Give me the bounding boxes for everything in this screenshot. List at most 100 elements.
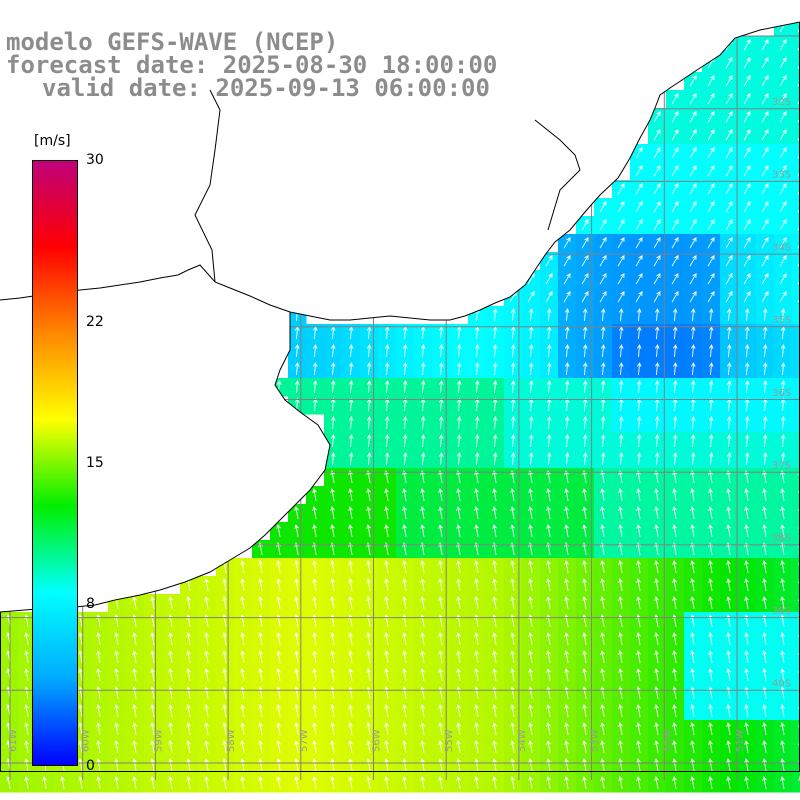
wind-arrow-head xyxy=(24,758,29,764)
wind-arrow-head xyxy=(438,776,443,782)
wind-arrow-head xyxy=(420,470,425,476)
wind-arrow xyxy=(781,651,785,663)
wind-arrow-head xyxy=(528,524,533,530)
colorbar-tick-15: 15 xyxy=(86,455,104,471)
wind-arrow-head xyxy=(674,182,679,188)
wind-arrow xyxy=(655,561,659,573)
wind-arrow-head xyxy=(690,596,695,602)
wind-arrow-head xyxy=(728,146,733,152)
wind-arrow-head xyxy=(186,704,191,710)
wind-arrow xyxy=(457,471,461,483)
wind-arrow-head xyxy=(96,650,101,656)
wind-arrow xyxy=(743,183,751,195)
wind-arrow xyxy=(331,705,335,717)
wind-arrow xyxy=(421,597,425,609)
wind-arrow-head xyxy=(240,776,245,782)
wind-arrow xyxy=(277,579,281,591)
wind-arrow xyxy=(727,687,731,699)
wind-arrow-head xyxy=(654,704,659,710)
wind-arrow xyxy=(691,633,695,645)
wind-arrow xyxy=(169,705,173,717)
wind-arrow-head xyxy=(656,164,661,170)
wind-arrow xyxy=(761,129,769,141)
wind-arrow xyxy=(620,452,622,466)
wind-arrow-head xyxy=(510,632,515,638)
wind-arrow-head xyxy=(474,452,480,457)
wind-arrow-head xyxy=(764,218,769,224)
wind-arrow xyxy=(296,380,298,394)
wind-arrow-head xyxy=(744,596,749,602)
wind-arrow-head xyxy=(780,452,786,457)
wind-arrow xyxy=(475,705,479,717)
wind-arrow xyxy=(599,291,607,303)
wind-arrow xyxy=(635,291,643,303)
wind-arrow-head xyxy=(528,488,533,494)
wind-arrow xyxy=(259,705,263,717)
wind-arrow xyxy=(529,579,533,591)
wind-arrow-head xyxy=(186,668,191,674)
wind-arrow xyxy=(440,398,442,412)
wind-arrow-head xyxy=(672,632,677,638)
wind-arrow xyxy=(530,416,532,430)
wind-arrow xyxy=(530,362,532,376)
wind-arrow xyxy=(385,777,389,789)
wind-arrow xyxy=(493,633,497,645)
wind-arrow xyxy=(457,759,461,771)
wind-arrow xyxy=(710,452,712,466)
wind-arrow-head xyxy=(438,686,443,692)
wind-arrow-head xyxy=(564,344,570,349)
wind-arrow xyxy=(386,416,388,430)
wind-arrow xyxy=(439,669,443,681)
wind-arrow xyxy=(259,687,263,699)
wind-arrow-head xyxy=(546,308,552,313)
wind-arrow xyxy=(763,759,767,771)
wind-arrow-head xyxy=(294,524,299,530)
wind-arrow-head xyxy=(438,578,443,584)
wind-arrow xyxy=(475,507,479,519)
wind-arrow-head xyxy=(726,362,732,367)
wind-arrow xyxy=(602,416,604,430)
wind-arrow xyxy=(529,777,533,789)
wind-arrow-head xyxy=(782,164,787,170)
wind-arrow-head xyxy=(690,524,695,530)
wind-arrow xyxy=(421,633,425,645)
wind-arrow-head xyxy=(456,452,462,457)
wind-arrow xyxy=(349,687,353,699)
wind-arrow xyxy=(259,561,263,573)
wind-arrow-head xyxy=(420,686,425,692)
wind-arrow xyxy=(602,344,604,358)
wind-arrow xyxy=(674,380,676,394)
wind-arrow xyxy=(511,723,515,735)
wind-arrow xyxy=(781,525,785,537)
wind-arrow-head xyxy=(690,416,696,421)
wind-arrow-head xyxy=(762,470,767,476)
wind-arrow xyxy=(709,597,713,609)
wind-arrow-head xyxy=(564,434,570,439)
wind-arrow xyxy=(671,165,679,177)
wind-arrow xyxy=(673,597,677,609)
wind-arrow xyxy=(707,129,715,141)
wind-arrow-head xyxy=(548,254,553,260)
wind-arrow-head xyxy=(602,254,607,260)
wind-arrow xyxy=(205,741,209,753)
wind-arrow xyxy=(583,489,587,501)
wind-arrow xyxy=(439,561,443,573)
wind-arrow xyxy=(619,777,623,789)
wind-arrow-head xyxy=(708,578,713,584)
wind-cell xyxy=(792,504,800,523)
model-title: modelo GEFS-WAVE (NCEP) xyxy=(6,28,339,56)
wind-arrow xyxy=(638,398,640,412)
wind-arrow xyxy=(386,362,388,376)
wind-arrow-head xyxy=(546,578,551,584)
wind-arrow-head xyxy=(474,560,479,566)
wind-arrow xyxy=(313,669,317,681)
wind-arrow-head xyxy=(420,488,425,494)
wind-arrow xyxy=(529,723,533,735)
wind-arrow-head xyxy=(276,668,281,674)
wind-arrow xyxy=(331,687,335,699)
wind-arrow-head xyxy=(638,254,643,260)
wind-arrow-head xyxy=(312,488,317,494)
wind-arrow-head xyxy=(618,578,623,584)
wind-arrow xyxy=(637,669,641,681)
wind-arrow-head xyxy=(672,470,677,476)
